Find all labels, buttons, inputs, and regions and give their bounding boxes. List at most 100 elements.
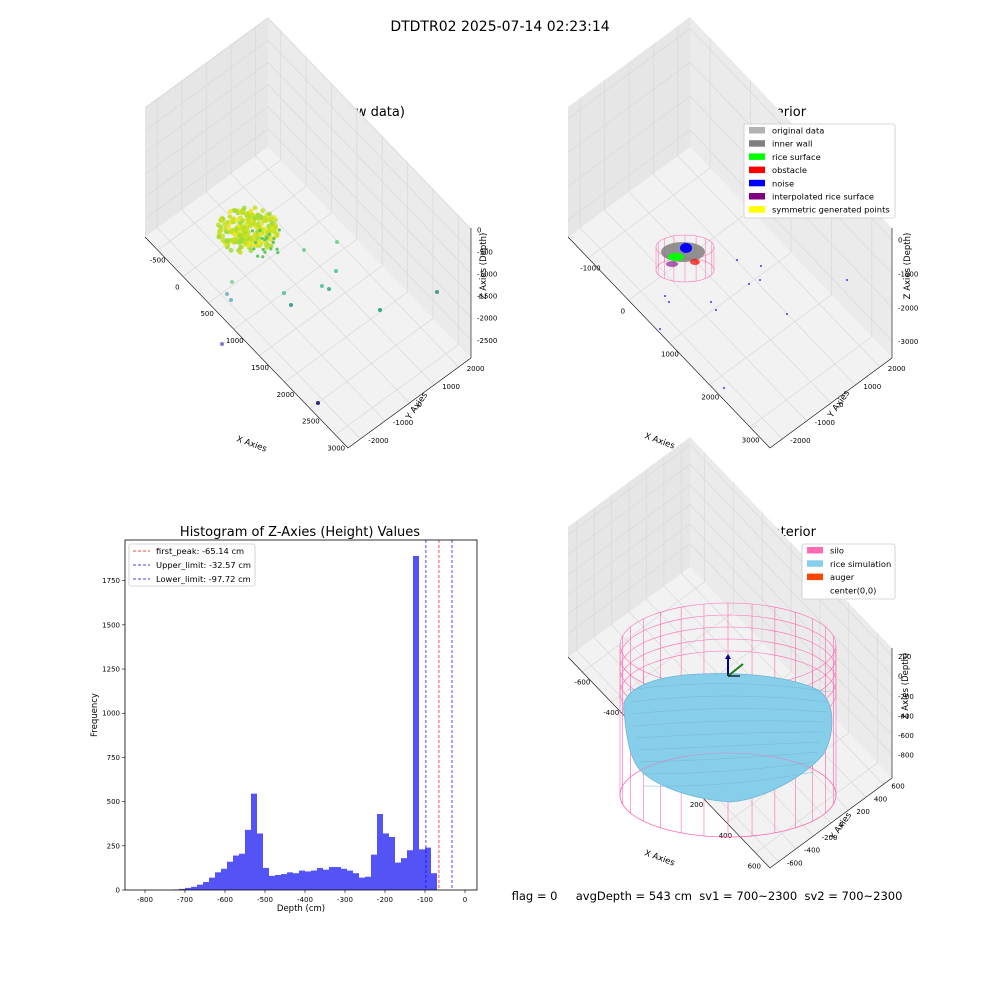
histogram-bar [263,867,269,890]
panel1-axes-box [144,17,472,449]
p1-rice-point [239,209,245,215]
histogram-bar [233,855,239,890]
p2-noise-point [723,387,725,389]
p1-outlier-point [230,280,234,284]
p2-floor-grid-y [579,227,783,440]
p2-x-tick: -1000 [580,265,600,273]
p1-rice-point [268,236,274,241]
p2-floor-grid-y [604,209,807,422]
p2-y-tick: -2000 [790,437,810,445]
p4-legend-swatch-auger [807,573,823,581]
p1-outlier-point [320,284,324,288]
p1-x-tick: 1000 [226,337,244,345]
histogram-y-tick-label: 750 [107,754,120,762]
p1-edge-point [250,229,255,233]
p4-z-tick: -800 [898,752,914,760]
figure-suptitle: DTDTR02 2025-07-14 02:23:14 [390,19,609,35]
p4-rice-mesh-line [637,741,821,751]
p1-rice-point [269,220,275,226]
histogram-bar [407,850,413,890]
panel4-z-axis-label: Z Axies (Depth) [901,653,911,720]
p1-wall-grid-z [144,128,472,341]
p1-rice-point [228,247,234,253]
histogram-bar [431,873,437,890]
p1-rice-point [243,239,249,245]
p1-wall-grid-z [144,39,472,252]
p1-outlier-point [229,298,233,302]
p1-rice-point [227,214,233,220]
p4-legend-label-1: rice simulation [830,559,891,569]
histogram-bar [317,867,323,890]
histogram-y-tick-label: 500 [107,798,120,806]
histogram-bar [383,833,389,890]
p4-wall-grid-z [567,543,893,755]
p1-floor-grid-y [255,155,459,368]
p2-wall-grid-z [567,129,893,342]
p1-x-tick: 1500 [251,364,269,372]
p2-x-tick: 2000 [701,394,719,402]
p1-wall-grid-z [144,17,472,230]
p4-x-tick: -600 [574,678,590,686]
histogram-bar [389,836,395,890]
histogram-bar [395,862,401,890]
histogram-bar [221,868,227,890]
panel3-legend-frame [128,543,256,587]
histogram-bar [281,874,287,890]
panel-classify-3d: 3D classify of Silo Interior -1000010002… [567,17,918,452]
p4-silo-front-ring [619,752,837,838]
p4-legend-swatch-rice_simulation [807,560,823,567]
p4-x-tick: 400 [719,832,732,840]
p2-noise-point [710,301,712,303]
p1-rice-point [261,226,267,232]
p4-rice-body [623,673,833,803]
p4-y-tick: 0 [839,821,843,829]
panel3-y-ticks: 0 250 500 750 1000 1250 1500 1750 [102,577,125,895]
p1-axis-lines [144,236,472,449]
p1-rice-point [260,208,266,214]
p4-x-tick: 600 [748,863,761,871]
p1-outlier-point [302,248,306,252]
p1-outlier-point [220,342,224,346]
histogram-bar [413,555,419,890]
histogram-x-tick-label: -200 [377,896,393,904]
p2-x-tick: 0 [621,308,625,316]
histogram-bar [215,872,221,890]
p1-rice-point [220,238,226,243]
p1-outlier-point [282,291,286,295]
panel-histogram: Histogram of Z-Axies (Height) Values -80… [90,525,478,914]
p1-rice-point [274,233,280,238]
p1-rice-point [238,244,244,250]
p4-rice-mesh-line [633,720,825,727]
histogram-y-tick-label: 1000 [102,710,120,718]
histogram-y-tick-label: 1500 [102,621,120,629]
histogram-bar [419,849,425,890]
p4-rice-mesh-line [635,731,823,739]
histogram-bar [371,854,377,890]
p4-z-tick: -600 [898,732,914,740]
p1-edge-point [263,250,267,254]
panel2-axes-box [567,17,893,449]
p4-auger-z-arrowhead [725,654,731,659]
p2-noise-point [664,295,666,297]
histogram-bar [353,873,359,890]
p1-back-pane [268,17,471,358]
p4-y-tick: 400 [874,795,887,803]
p4-legend-label-3: center(0,0) [830,585,876,595]
p2-legend-label-original_data: original data [772,126,824,136]
panel3-reference-lines [425,540,453,890]
panel3-plot-frame [124,539,478,891]
panel1-tick-labels: -500 0 500 1000 1500 2000 2500 3000 -2000 -1000 0 1… [150,226,498,452]
histogram-bar [377,813,383,890]
p2-legend-swatch-interpolated_rice_surface [749,193,765,200]
p1-outlier-point [327,287,331,291]
p4-z-tick: -200 [898,693,914,701]
panel4-x-axis-label: X Axies [643,848,676,868]
panel3-title: Histogram of Z-Axies (Height) Values [180,525,420,540]
histogram-bar [401,858,407,890]
p2-axis-lines [567,236,893,449]
p1-rice-point [248,223,253,229]
p4-y-tick: 600 [891,782,904,790]
p1-z-tick: -500 [477,248,493,256]
panel1-z-axis-label: Z Axies (Depth) [479,233,489,300]
p1-y-tick: -1000 [393,419,413,427]
